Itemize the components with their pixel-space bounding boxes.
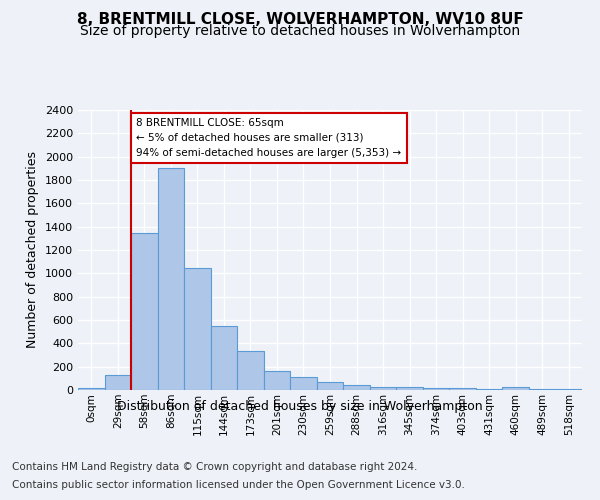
Bar [449,388,476,390]
Text: Contains public sector information licensed under the Open Government Licence v3: Contains public sector information licen… [12,480,465,490]
Bar [343,386,370,390]
Bar [211,326,237,390]
Bar [370,386,397,390]
Bar [131,232,158,390]
Text: Size of property relative to detached houses in Wolverhampton: Size of property relative to detached ho… [80,24,520,38]
Bar [290,377,317,390]
Bar [317,382,343,390]
Y-axis label: Number of detached properties: Number of detached properties [26,152,40,348]
Bar [184,268,211,390]
Text: 8 BRENTMILL CLOSE: 65sqm
← 5% of detached houses are smaller (313)
94% of semi-d: 8 BRENTMILL CLOSE: 65sqm ← 5% of detache… [136,118,401,158]
Text: 8, BRENTMILL CLOSE, WOLVERHAMPTON, WV10 8UF: 8, BRENTMILL CLOSE, WOLVERHAMPTON, WV10 … [77,12,523,28]
Bar [263,371,290,390]
Bar [397,387,423,390]
Bar [158,168,184,390]
Bar [423,388,449,390]
Bar [502,387,529,390]
Text: Distribution of detached houses by size in Wolverhampton: Distribution of detached houses by size … [117,400,483,413]
Bar [237,351,263,390]
Bar [104,376,131,390]
Bar [78,388,104,390]
Text: Contains HM Land Registry data © Crown copyright and database right 2024.: Contains HM Land Registry data © Crown c… [12,462,418,472]
